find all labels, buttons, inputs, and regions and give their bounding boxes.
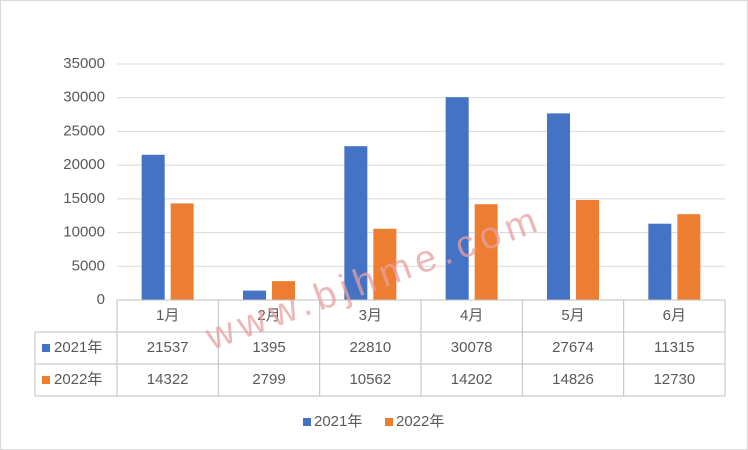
table-series-name: 2021年 [54,339,102,356]
legend-label: 2021年 [314,413,362,430]
y-tick-label: 0 [97,291,105,308]
legend-label: 2022年 [396,413,444,430]
legend-key [385,418,393,426]
bar [344,146,368,300]
x-tick-label: 2月 [257,307,280,324]
table-series-name: 2022年 [54,371,102,388]
table-value: 22810 [349,339,391,356]
y-tick-label: 20000 [63,156,105,173]
y-tick-label: 15000 [63,190,105,207]
y-tick-label: 30000 [63,89,105,106]
table-value: 12730 [653,371,695,388]
bar [677,214,701,300]
x-tick-label: 6月 [663,307,686,324]
table-value: 2799 [252,371,285,388]
x-tick-label: 4月 [460,307,483,324]
x-tick-label: 1月 [156,307,179,324]
bar [648,223,672,300]
table-value: 27674 [552,339,594,356]
x-tick-label: 3月 [359,307,382,324]
y-tick-label: 25000 [63,122,105,139]
table-value: 1395 [252,339,285,356]
y-tick-label: 10000 [63,224,105,241]
bar [141,154,165,300]
table-value: 30078 [451,339,493,356]
x-tick-label: 5月 [561,307,584,324]
table-value: 21537 [147,339,189,356]
table-value: 11315 [654,339,695,356]
bar [547,113,570,301]
table-value: 14202 [451,371,493,388]
table-value: 10562 [349,371,391,388]
y-tick-label: 35000 [63,55,105,72]
bar [445,97,469,300]
legend-key [303,418,311,426]
table-legend-key [42,344,50,352]
bar [272,281,295,300]
y-tick-label: 5000 [72,257,105,274]
table-value: 14826 [552,371,594,388]
bar [576,200,599,300]
table-value: 14322 [147,371,189,388]
bar [243,290,266,300]
table-legend-key [42,376,50,384]
bar [474,204,498,300]
bar [373,228,397,300]
bar [170,203,194,300]
